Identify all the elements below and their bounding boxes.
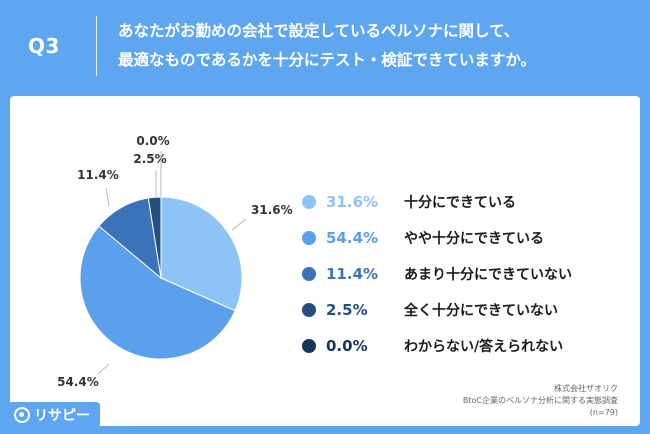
legend-percent: 31.6% — [326, 193, 379, 211]
logo-text: リサピー — [34, 408, 90, 424]
legend-label: 十分にできている — [404, 195, 516, 211]
leader-line — [105, 187, 110, 207]
legend-swatch — [302, 231, 316, 245]
data-label: 0.0% — [136, 134, 169, 148]
leader-line — [97, 363, 110, 375]
legend-swatch — [302, 267, 316, 281]
legend-label: やや十分にできている — [404, 231, 544, 247]
legend-swatch — [302, 339, 316, 353]
leader-line — [231, 218, 247, 231]
legend-item: 31.6% 十分にできている — [302, 184, 622, 220]
risapi-logo-icon — [14, 407, 30, 423]
legend-item: 54.4% やや十分にできている — [302, 220, 622, 256]
question-number: Q3 — [28, 34, 60, 58]
source-survey: BtoC企業のペルソナ分析に関する実態調査 — [462, 396, 618, 405]
data-label: 54.4% — [57, 375, 99, 389]
risapi-logo: リサピー — [8, 402, 100, 428]
header-divider — [96, 16, 97, 76]
question-line-2: 最適なものであるかを十分にテスト・検証できていますか。 — [118, 51, 537, 69]
source-sample-size: (n=79) — [589, 408, 618, 417]
legend-item: 0.0% わからない/答えられない — [302, 328, 622, 364]
source-company: 株式会社ザオリク — [554, 384, 618, 393]
legend-item: 11.4% あまり十分にできていない — [302, 256, 622, 292]
data-label: 2.5% — [133, 152, 166, 166]
pie-chart: 31.6% 54.4% 11.4% 2.5% 0.0% — [57, 134, 293, 389]
data-label: 31.6% — [251, 203, 293, 217]
source-note: 株式会社ザオリク BtoC企業のペルソナ分析に関する実態調査 (n=79) — [463, 383, 618, 419]
chart-legend: 31.6% 十分にできている 54.4% やや十分にできている 11.4% あまり十分にで… — [302, 184, 622, 364]
legend-percent: 0.0% — [326, 337, 368, 355]
question-line-1: あなたがお勤めの会社で設定しているペルソナに関して、 — [118, 22, 520, 40]
legend-label: わからない/答えられない — [404, 339, 564, 355]
legend-label: あまり十分にできていない — [404, 267, 572, 283]
legend-swatch — [302, 303, 316, 317]
pie-slice — [79, 225, 236, 360]
legend-item: 2.5% 全く十分にできていない — [302, 292, 622, 328]
header: Q3 あなたがお勤めの会社で設定しているペルソナに関して、 最適なものであるかを… — [0, 0, 650, 92]
data-label: 11.4% — [77, 168, 119, 182]
legend-percent: 54.4% — [326, 229, 379, 247]
question-text: あなたがお勤めの会社で設定しているペルソナに関して、 最適なものであるかを十分に… — [118, 17, 638, 75]
legend-percent: 2.5% — [326, 301, 368, 319]
legend-swatch — [302, 195, 316, 209]
pie-slice — [160, 196, 243, 312]
legend-label: 全く十分にできていない — [404, 303, 558, 319]
legend-percent: 11.4% — [326, 265, 379, 283]
chart-card: 31.6% 54.4% 11.4% 2.5% 0.0% 31.6% 十分にできている 54.… — [10, 96, 640, 426]
